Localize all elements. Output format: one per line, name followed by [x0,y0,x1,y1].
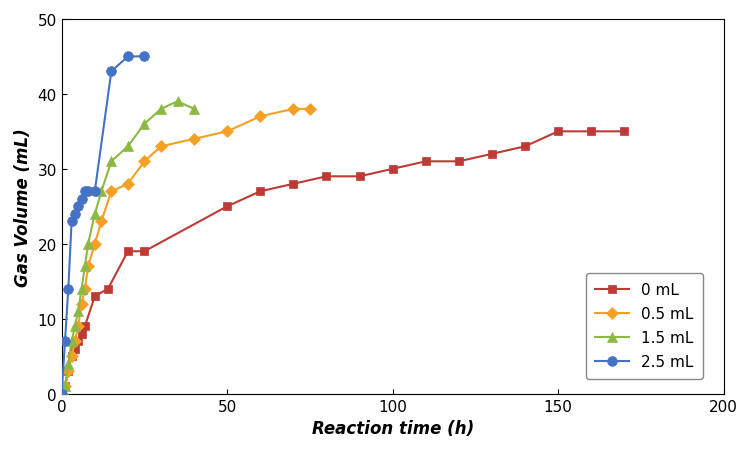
Line: 0.5 mL: 0.5 mL [57,106,314,398]
2.5 mL [140,55,149,60]
1.5 mL [60,384,69,389]
2.5 mL [83,189,92,194]
0.5 mL [57,391,66,396]
0 mL [77,331,86,337]
Line: 2.5 mL: 2.5 mL [57,52,150,399]
0 mL [67,354,76,359]
0 mL [64,368,73,374]
0 mL [140,249,149,254]
2.5 mL [77,197,86,202]
0 mL [123,249,132,254]
0.5 mL [77,301,86,307]
1.5 mL [97,189,106,194]
0.5 mL [90,242,99,247]
1.5 mL [107,159,116,165]
1.5 mL [71,324,80,329]
0 mL [520,144,529,150]
0 mL [454,159,463,165]
0.5 mL [97,219,106,225]
0.5 mL [289,107,298,112]
0.5 mL [107,189,116,194]
1.5 mL [173,99,182,105]
0.5 mL [71,339,80,344]
1.5 mL [80,264,89,269]
0 mL [289,182,298,187]
0 mL [421,159,430,165]
0 mL [90,294,99,299]
0 mL [80,324,89,329]
1.5 mL [156,107,165,112]
2.5 mL [90,189,99,194]
2.5 mL [67,219,76,225]
1.5 mL [74,309,83,314]
0.5 mL [74,324,83,329]
0 mL [74,339,83,344]
0.5 mL [156,144,165,150]
0 mL [487,152,496,157]
0 mL [388,167,397,172]
X-axis label: Reaction time (h): Reaction time (h) [311,419,474,437]
0 mL [553,129,562,135]
0.5 mL [190,137,199,142]
2.5 mL [71,212,80,217]
0.5 mL [256,115,265,120]
2.5 mL [74,204,83,210]
0.5 mL [223,129,232,135]
0 mL [57,391,66,396]
0.5 mL [64,368,73,374]
1.5 mL [140,122,149,127]
2.5 mL [80,189,89,194]
0 mL [355,174,364,179]
0.5 mL [80,286,89,292]
1.5 mL [67,339,76,344]
1.5 mL [57,391,66,396]
0.5 mL [305,107,314,112]
2.5 mL [107,69,116,75]
0 mL [60,384,69,389]
1.5 mL [190,107,199,112]
0 mL [587,129,596,135]
0 mL [322,174,331,179]
Line: 1.5 mL: 1.5 mL [57,97,199,399]
0 mL [104,286,113,292]
1.5 mL [83,242,92,247]
0 mL [256,189,265,194]
0 mL [223,204,232,210]
0.5 mL [140,159,149,165]
Legend: 0 mL, 0.5 mL, 1.5 mL, 2.5 mL: 0 mL, 0.5 mL, 1.5 mL, 2.5 mL [587,273,703,379]
0 mL [620,129,629,135]
1.5 mL [77,286,86,292]
Line: 0 mL: 0 mL [57,128,629,398]
2.5 mL [123,55,132,60]
2.5 mL [57,391,66,396]
0.5 mL [60,384,69,389]
1.5 mL [123,144,132,150]
1.5 mL [64,361,73,367]
0 mL [71,346,80,352]
0.5 mL [83,264,92,269]
0.5 mL [67,354,76,359]
2.5 mL [64,286,73,292]
Y-axis label: Gas Volume (mL): Gas Volume (mL) [14,128,32,286]
2.5 mL [60,339,69,344]
1.5 mL [90,212,99,217]
0.5 mL [123,182,132,187]
